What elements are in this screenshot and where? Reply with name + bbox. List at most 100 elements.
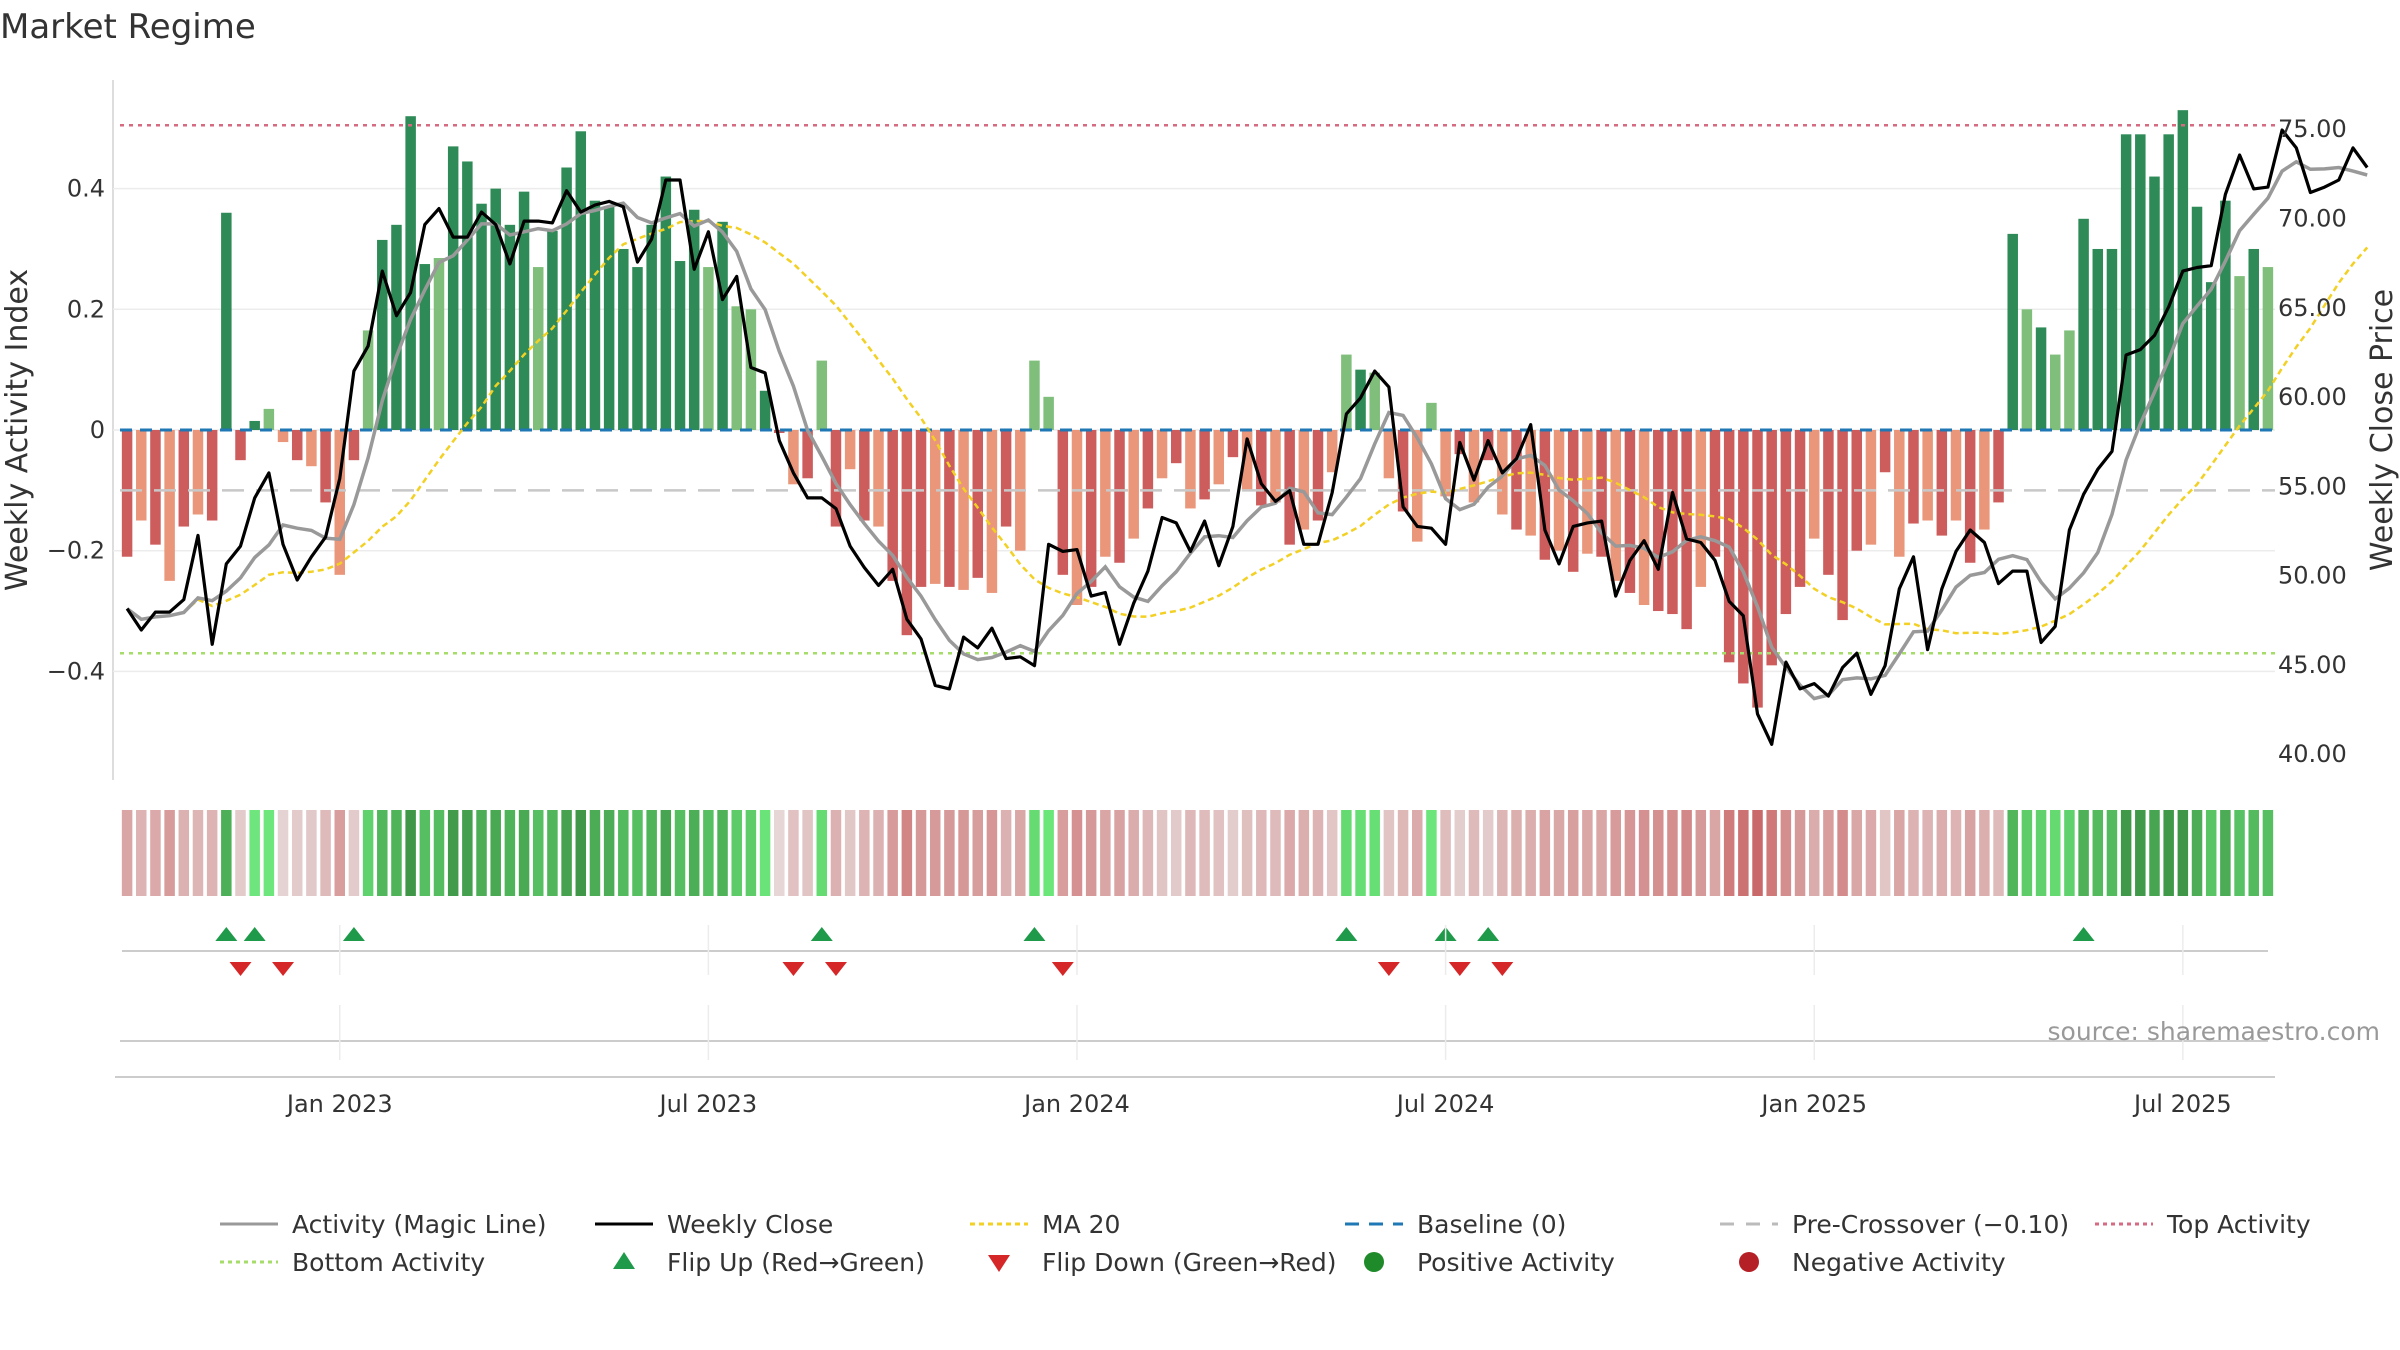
heat-cell (1808, 810, 1820, 896)
heat-cell (1100, 810, 1111, 896)
x-tick-label: Jul 2023 (658, 1090, 758, 1118)
flip-up-marker (2072, 927, 2095, 941)
heat-cell (1922, 810, 1933, 896)
activity-bar (433, 258, 445, 430)
y-left-tick-label: 0.4 (67, 175, 105, 203)
activity-bar (2234, 276, 2245, 430)
activity-bar (1468, 430, 1480, 503)
heat-cell (1355, 810, 1366, 896)
activity-bar (249, 420, 260, 430)
activity-bar (1624, 430, 1636, 593)
activity-bar (958, 430, 969, 590)
legend-item-bottom: Bottom Activity (220, 1248, 485, 1277)
flip-down-marker (1491, 962, 1514, 976)
activity-bar (1440, 430, 1451, 497)
flip-down-marker (1051, 962, 1074, 976)
activity-bar (164, 430, 175, 581)
heat-cell (1695, 810, 1707, 896)
heat-cell (717, 810, 728, 896)
activity-bar (2220, 200, 2231, 430)
activity-bar (532, 267, 544, 430)
activity-bar (1397, 430, 1409, 512)
x-tick-label: Jul 2024 (1395, 1090, 1495, 1118)
heat-cell (887, 810, 898, 896)
heat-cell (561, 810, 572, 896)
legend-item-magic: Activity (Magic Line) (220, 1210, 546, 1239)
heat-cell (504, 810, 516, 896)
activity-bar (192, 430, 204, 515)
heat-cell (277, 810, 289, 896)
heat-cell (1610, 810, 1621, 896)
activity-bar (1738, 430, 1749, 684)
heat-cell (1071, 810, 1083, 896)
heat-cell (873, 810, 884, 896)
legend-label: Bottom Activity (292, 1248, 485, 1277)
heat-cell (532, 810, 544, 896)
activity-bar (1894, 430, 1905, 557)
activity-bar (774, 430, 785, 434)
heat-cell (745, 810, 757, 896)
legend-item-neg: Negative Activity (1739, 1248, 2006, 1277)
activity-bar (1879, 430, 1891, 473)
heat-cell (362, 810, 374, 896)
heat-cell (1752, 810, 1763, 896)
activity-bar (1525, 430, 1536, 536)
heat-cell (1993, 810, 2004, 896)
legend-item-flipdown: Flip Down (Green→Red) (988, 1248, 1337, 1277)
activity-bar (348, 430, 360, 461)
legend-item-precross: Pre-Crossover (−0.10) (1720, 1210, 2069, 1239)
activity-bar (2064, 330, 2075, 430)
heat-cell (1185, 810, 1196, 896)
heat-cell (1227, 810, 1239, 896)
activity-bar (547, 230, 558, 430)
heat-cell (674, 810, 686, 896)
heat-cell (1780, 810, 1792, 896)
heat-cell (915, 810, 927, 896)
heat-cell (1497, 810, 1508, 896)
activity-bar (915, 430, 927, 587)
heat-cell (1979, 810, 1990, 896)
activity-bar (1369, 372, 1380, 430)
activity-bar (561, 167, 572, 430)
activity-bar (2106, 248, 2118, 430)
heat-cell (547, 810, 558, 896)
activity-bar (1227, 430, 1239, 458)
heat-cell (1015, 810, 1026, 896)
heat-cell (703, 810, 714, 896)
y-right-tick-label: 60.00 (2278, 383, 2347, 411)
activity-bar (589, 200, 601, 430)
activity-bar (1312, 430, 1324, 521)
legend-label: Pre-Crossover (−0.10) (1792, 1210, 2069, 1239)
activity-bar (618, 248, 629, 430)
activity-bar (235, 430, 246, 461)
activity-bar (306, 430, 317, 467)
y-right-tick-label: 65.00 (2278, 294, 2347, 322)
heat-cell (1936, 810, 1948, 896)
heat-cell (1412, 810, 1423, 896)
heat-cell (2234, 810, 2245, 896)
heat-cell (1043, 810, 1054, 896)
x-tick-label: Jan 2024 (1022, 1090, 1130, 1118)
heat-cell (1950, 810, 1962, 896)
legend: Activity (Magic Line) Weekly Close MA 20 Ba… (220, 1210, 2311, 1277)
heat-cell (1837, 810, 1848, 896)
activity-bar (391, 224, 402, 430)
weekly-close-line (125, 128, 2369, 746)
heat-cell (986, 810, 998, 896)
heat-cell (1326, 810, 1338, 896)
activity-bar (504, 224, 516, 430)
heat-cell (150, 810, 161, 896)
activity-bar (2021, 309, 2033, 430)
activity-bar (972, 430, 983, 578)
heat-cell (2205, 810, 2217, 896)
heat-cell (2050, 810, 2061, 896)
activity-bar (447, 146, 459, 430)
activity-bar (1837, 430, 1848, 621)
activity-bar (2135, 134, 2146, 430)
heat-cell (1525, 810, 1536, 896)
heat-cell (447, 810, 459, 896)
regime-heat-strip (121, 810, 2274, 896)
heat-cell (972, 810, 983, 896)
activity-bar (1752, 430, 1763, 708)
activity-bar (2007, 233, 2018, 430)
